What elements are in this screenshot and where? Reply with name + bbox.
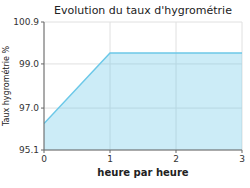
- grid: [44, 22, 242, 150]
- x-tick: [110, 150, 111, 153]
- y-grid-line: [44, 22, 242, 23]
- y-tick: [41, 150, 44, 151]
- x-axis-line: [44, 150, 242, 151]
- title: Evolution du taux d'hygrométrie: [54, 4, 232, 17]
- y-tick-label: 97.0: [19, 103, 39, 113]
- y-axis-label: Taux hygrométrie %: [1, 46, 11, 128]
- y-tick-label: 95.1: [19, 145, 39, 155]
- y-grid-line: [44, 150, 242, 151]
- y-axis-line: [44, 22, 45, 150]
- x-tick: [176, 150, 177, 153]
- x-tick-label: 0: [41, 154, 47, 164]
- y-tick-label: 100.9: [13, 17, 39, 27]
- x-tick-label: 1: [107, 154, 113, 164]
- axes: 0 1 2 3 95.1 97.0 99.0 100.9: [13, 17, 245, 164]
- y-tick: [41, 108, 44, 109]
- line: [44, 53, 242, 124]
- chart: 0 1 2 3 95.1 97.0 99.0 100.9 Evolution du taux d…: [0, 0, 250, 188]
- y-tick-label: 99.0: [19, 59, 39, 69]
- plot-data: [44, 53, 242, 150]
- y-tick: [41, 22, 44, 23]
- y-tick: [41, 63, 44, 64]
- area: [44, 53, 242, 150]
- chart-container: 0 1 2 3 95.1 97.0 99.0 100.9 Evolution du taux d…: [0, 0, 250, 188]
- x-axis-label: heure par heure: [97, 167, 188, 178]
- x-tick: [242, 150, 243, 153]
- x-tick-label: 3: [239, 154, 245, 164]
- x-tick-label: 2: [173, 154, 179, 164]
- x-grid-line: [44, 22, 45, 150]
